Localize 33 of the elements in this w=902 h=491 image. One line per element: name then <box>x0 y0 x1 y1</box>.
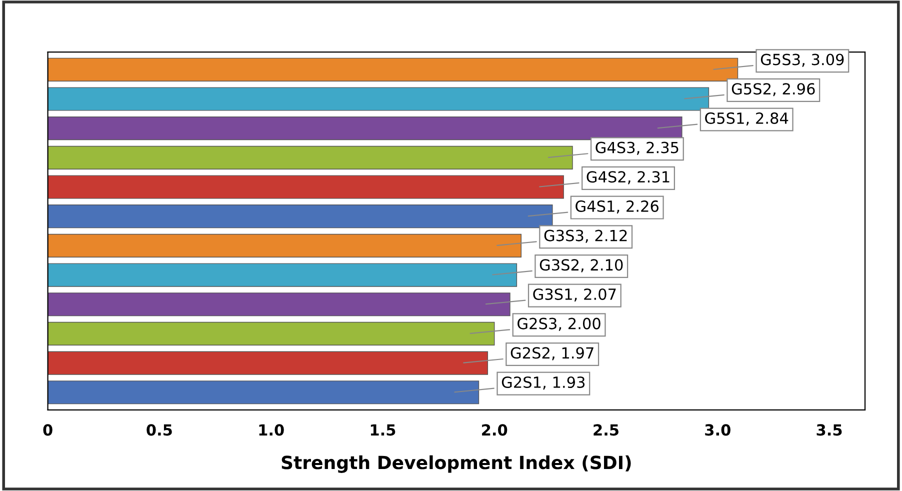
bar <box>48 116 682 140</box>
data-label: G3S2, 2.10 <box>540 259 623 272</box>
data-label: G2S3, 2.00 <box>518 318 600 331</box>
bar <box>48 204 553 228</box>
data-label: G4S3, 2.35 <box>596 142 678 155</box>
data-label: G5S2, 2.96 <box>732 83 815 96</box>
x-axis-title: Strength Development Index (SDI) <box>282 455 631 473</box>
data-label: G5S3, 3.09 <box>760 54 844 67</box>
x-tick-label: 2.5 <box>594 424 618 436</box>
bar <box>48 234 522 258</box>
bar <box>48 175 564 199</box>
bar <box>48 58 738 82</box>
x-tick-label: 0.5 <box>146 424 172 436</box>
bar <box>48 292 510 316</box>
bar <box>48 380 480 404</box>
bar <box>48 87 710 111</box>
x-tick-label: 0 <box>43 424 52 436</box>
data-label: G3S1, 2.07 <box>533 288 616 302</box>
x-tick-label: 3.0 <box>705 424 730 436</box>
bar <box>48 146 573 170</box>
data-label: G3S3, 2.12 <box>544 230 627 243</box>
x-tick-label: 2.0 <box>482 424 508 436</box>
data-label: G4S1, 2.26 <box>576 200 658 214</box>
bar <box>48 263 518 287</box>
x-tick-label: 1.5 <box>370 424 396 436</box>
bar <box>48 351 488 375</box>
data-label: G2S1, 1.93 <box>502 376 585 390</box>
x-tick-label: 3.5 <box>816 424 842 436</box>
data-label: G5S1, 2.84 <box>705 112 788 126</box>
bar <box>48 322 495 346</box>
data-label: G4S2, 2.31 <box>586 171 670 184</box>
x-tick-label: 1.0 <box>259 424 284 436</box>
data-label: G2S2, 1.97 <box>510 347 594 360</box>
